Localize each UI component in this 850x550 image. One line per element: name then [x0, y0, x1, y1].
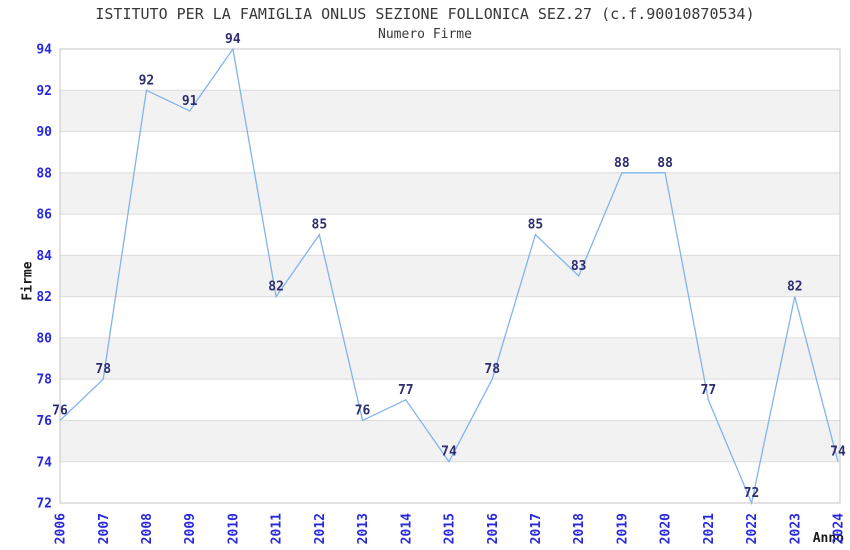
x-tick-label: 2007: [97, 513, 112, 544]
x-tick-label: 2011: [270, 513, 285, 544]
y-tick-label: 74: [36, 455, 52, 470]
grid-band: [60, 255, 840, 297]
grid-band: [60, 337, 840, 380]
chart-subtitle: Numero Firme: [378, 27, 472, 42]
y-tick-label: 82: [36, 290, 52, 305]
y-tick-label: 92: [36, 84, 52, 99]
chart-title: ISTITUTO PER LA FAMIGLIA ONLUS SEZIONE F…: [95, 5, 755, 23]
grid-band: [60, 420, 840, 462]
y-tick-label: 94: [36, 43, 52, 58]
data-point-label: 78: [484, 362, 500, 377]
data-point-label: 74: [441, 445, 457, 460]
grid-band: [60, 172, 840, 215]
x-tick-label: 2008: [140, 513, 155, 544]
data-point-label: 88: [657, 156, 673, 171]
x-tick-label: 2024: [832, 513, 847, 544]
y-tick-label: 80: [36, 331, 52, 346]
x-tick-label: 2014: [399, 513, 414, 544]
x-tick-label: 2012: [313, 513, 328, 544]
x-axis-label: Anno: [812, 531, 844, 546]
x-tick-label: 2013: [356, 513, 371, 544]
x-tick-label: 2009: [183, 513, 198, 544]
data-point-label: 77: [398, 383, 414, 398]
data-point-label: 72: [744, 486, 760, 501]
x-tick-label: 2016: [486, 513, 501, 544]
data-point-label: 88: [614, 156, 630, 171]
x-tick-label: 2010: [226, 513, 241, 544]
x-tick-label: 2023: [788, 513, 803, 544]
data-point-label: 78: [95, 362, 111, 377]
y-tick-label: 72: [36, 497, 52, 512]
x-tick-label: 2021: [702, 513, 717, 544]
x-tick-label: 2019: [615, 513, 630, 544]
x-tick-label: 2022: [745, 513, 760, 544]
y-tick-label: 78: [36, 373, 52, 388]
data-point-label: 91: [182, 94, 198, 109]
data-point-label: 82: [787, 280, 803, 295]
data-point-label: 83: [571, 259, 587, 274]
y-tick-label: 88: [36, 166, 52, 181]
y-tick-label: 84: [36, 249, 52, 264]
data-point-label: 85: [312, 218, 328, 233]
grid-band: [60, 90, 840, 132]
series-line: [59, 47, 839, 506]
y-tick-label: 86: [36, 208, 52, 223]
data-point-label: 76: [355, 403, 371, 418]
data-point-label: 76: [52, 403, 68, 418]
y-tick-label: 76: [36, 414, 52, 429]
x-tick-label: 2015: [443, 513, 458, 544]
x-tick-label: 2006: [54, 513, 69, 544]
y-tick-label: 90: [36, 125, 52, 140]
x-tick-label: 2020: [659, 513, 674, 544]
x-tick-label: 2018: [572, 513, 587, 544]
data-point-label: 82: [268, 280, 284, 295]
data-point-label: 92: [139, 73, 155, 88]
data-point-label: 94: [225, 32, 241, 47]
data-point-label: 74: [830, 445, 846, 460]
plot-border: [59, 48, 841, 504]
data-point-label: 85: [528, 218, 544, 233]
x-tick-label: 2017: [529, 513, 544, 544]
data-point-label: 77: [701, 383, 717, 398]
